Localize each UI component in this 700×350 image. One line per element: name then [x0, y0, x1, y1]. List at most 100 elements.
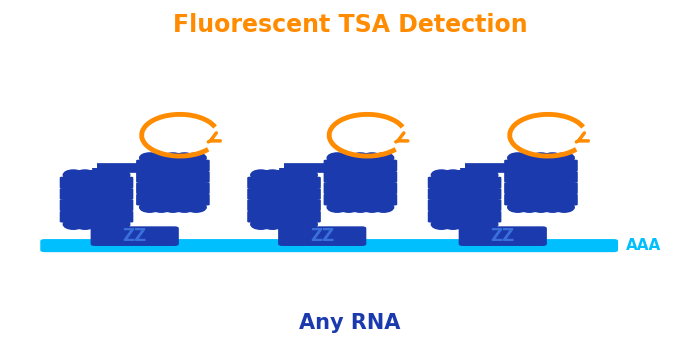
Circle shape — [186, 176, 206, 186]
FancyBboxPatch shape — [504, 194, 578, 205]
Circle shape — [186, 168, 206, 178]
Circle shape — [542, 180, 563, 189]
FancyBboxPatch shape — [60, 199, 133, 211]
Circle shape — [554, 180, 574, 189]
Circle shape — [174, 168, 195, 178]
Circle shape — [350, 202, 370, 212]
Circle shape — [151, 164, 172, 174]
Circle shape — [110, 208, 130, 218]
Circle shape — [554, 202, 574, 212]
Circle shape — [454, 193, 475, 203]
Circle shape — [140, 180, 160, 189]
Circle shape — [110, 204, 130, 214]
Circle shape — [374, 176, 393, 186]
Circle shape — [519, 191, 540, 201]
Circle shape — [431, 170, 452, 180]
Circle shape — [75, 196, 95, 206]
Circle shape — [63, 185, 83, 195]
Circle shape — [98, 208, 118, 218]
Circle shape — [508, 180, 528, 189]
Circle shape — [274, 181, 294, 191]
Circle shape — [454, 208, 475, 218]
FancyBboxPatch shape — [247, 211, 321, 223]
Circle shape — [531, 202, 551, 212]
Circle shape — [174, 153, 195, 163]
Circle shape — [98, 204, 118, 214]
FancyBboxPatch shape — [60, 177, 133, 188]
Circle shape — [274, 196, 294, 206]
Circle shape — [431, 196, 452, 206]
Circle shape — [542, 153, 563, 163]
Circle shape — [327, 164, 347, 174]
Circle shape — [443, 204, 463, 214]
Circle shape — [454, 170, 475, 180]
Circle shape — [374, 187, 393, 197]
Circle shape — [274, 219, 294, 229]
Circle shape — [262, 170, 283, 180]
Circle shape — [63, 208, 83, 218]
Circle shape — [466, 219, 486, 229]
Circle shape — [110, 193, 130, 203]
Circle shape — [75, 181, 95, 191]
Circle shape — [531, 164, 551, 174]
Circle shape — [262, 193, 283, 203]
Circle shape — [362, 187, 382, 197]
Circle shape — [327, 176, 347, 186]
Circle shape — [542, 164, 563, 174]
Circle shape — [542, 202, 563, 212]
Circle shape — [542, 176, 563, 186]
FancyBboxPatch shape — [428, 177, 501, 188]
Circle shape — [140, 153, 160, 163]
Circle shape — [443, 196, 463, 206]
Circle shape — [350, 191, 370, 201]
Circle shape — [151, 191, 172, 201]
Circle shape — [186, 180, 206, 189]
Text: ZZ: ZZ — [122, 227, 147, 245]
Circle shape — [477, 204, 498, 214]
Circle shape — [374, 168, 393, 178]
Circle shape — [339, 164, 359, 174]
Circle shape — [350, 168, 370, 178]
Circle shape — [477, 208, 498, 218]
Circle shape — [554, 168, 574, 178]
Circle shape — [140, 168, 160, 178]
Circle shape — [297, 204, 317, 214]
Circle shape — [362, 164, 382, 174]
FancyBboxPatch shape — [60, 188, 133, 200]
Circle shape — [477, 170, 498, 180]
Circle shape — [174, 180, 195, 189]
Circle shape — [86, 219, 106, 229]
Circle shape — [151, 153, 172, 163]
Circle shape — [339, 176, 359, 186]
Circle shape — [466, 181, 486, 191]
Circle shape — [531, 187, 551, 197]
Circle shape — [98, 219, 118, 229]
Circle shape — [262, 185, 283, 195]
Circle shape — [519, 168, 540, 178]
Circle shape — [63, 219, 83, 229]
Circle shape — [110, 196, 130, 206]
Circle shape — [443, 185, 463, 195]
Circle shape — [63, 196, 83, 206]
FancyBboxPatch shape — [504, 182, 578, 194]
Circle shape — [140, 164, 160, 174]
Circle shape — [508, 153, 528, 163]
Circle shape — [554, 176, 574, 186]
Circle shape — [362, 180, 382, 189]
Circle shape — [519, 180, 540, 189]
Circle shape — [443, 181, 463, 191]
Circle shape — [431, 193, 452, 203]
Circle shape — [327, 187, 347, 197]
Circle shape — [75, 204, 95, 214]
Circle shape — [186, 191, 206, 201]
Circle shape — [98, 185, 118, 195]
Circle shape — [251, 208, 271, 218]
Circle shape — [443, 170, 463, 180]
Circle shape — [286, 185, 306, 195]
Circle shape — [339, 168, 359, 178]
Circle shape — [286, 219, 306, 229]
Circle shape — [443, 219, 463, 229]
Circle shape — [98, 181, 118, 191]
Circle shape — [86, 181, 106, 191]
FancyBboxPatch shape — [136, 171, 210, 183]
